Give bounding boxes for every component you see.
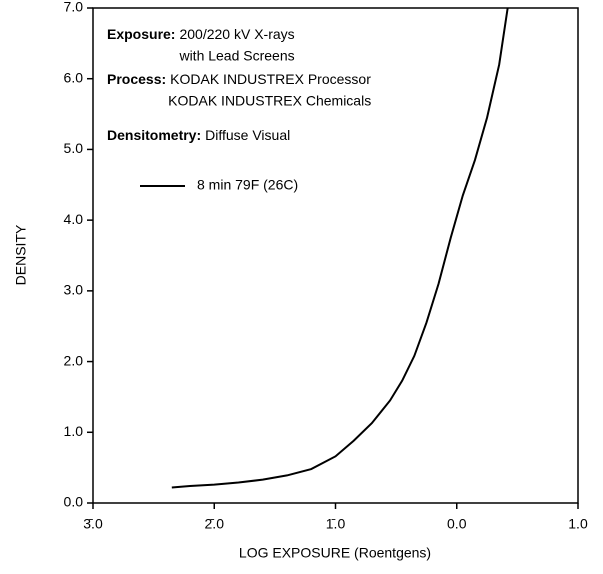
annotation-label: Exposure:	[107, 26, 175, 42]
x-tick-label: 0.0	[447, 516, 467, 532]
y-axis-label: DENSITY	[13, 224, 29, 285]
annotation-label: Process:	[107, 71, 166, 87]
y-tick-label: 0.0	[64, 494, 84, 510]
annotation-text: Diffuse Visual	[205, 127, 290, 143]
x-tick-label: 1.0	[568, 516, 588, 532]
x-tick-label: 2̄.0	[205, 516, 225, 532]
annotation-text: with Lead Screens	[178, 48, 294, 64]
y-tick-label: 4.0	[64, 211, 84, 227]
x-tick-label: 3̄.0	[83, 516, 103, 532]
annotation-text: KODAK INDUSTREX Processor	[170, 71, 371, 87]
x-axis-label: LOG EXPOSURE (Roentgens)	[239, 545, 431, 561]
y-tick-label: 7.0	[64, 0, 84, 15]
y-tick-label: 2.0	[64, 352, 84, 368]
annotation: Densitometry: Diffuse Visual	[107, 127, 290, 143]
legend-label: 8 min 79F (26C)	[197, 177, 298, 193]
annotation-text: 200/220 kV X-rays	[179, 26, 294, 42]
annotation: Exposure: 200/220 kV X-rays	[107, 26, 295, 42]
annotation-label: Densitometry:	[107, 127, 201, 143]
annotation: Process: KODAK INDUSTREX Processor	[107, 71, 371, 87]
y-tick-label: 6.0	[64, 69, 84, 85]
y-tick-label: 1.0	[64, 423, 84, 439]
annotation-text: KODAK INDUSTREX Chemicals	[168, 93, 371, 109]
data-line	[171, 7, 509, 489]
x-tick-label: 1̄.0	[326, 516, 346, 532]
y-tick-label: 5.0	[64, 140, 84, 156]
y-tick-label: 3.0	[64, 282, 84, 298]
